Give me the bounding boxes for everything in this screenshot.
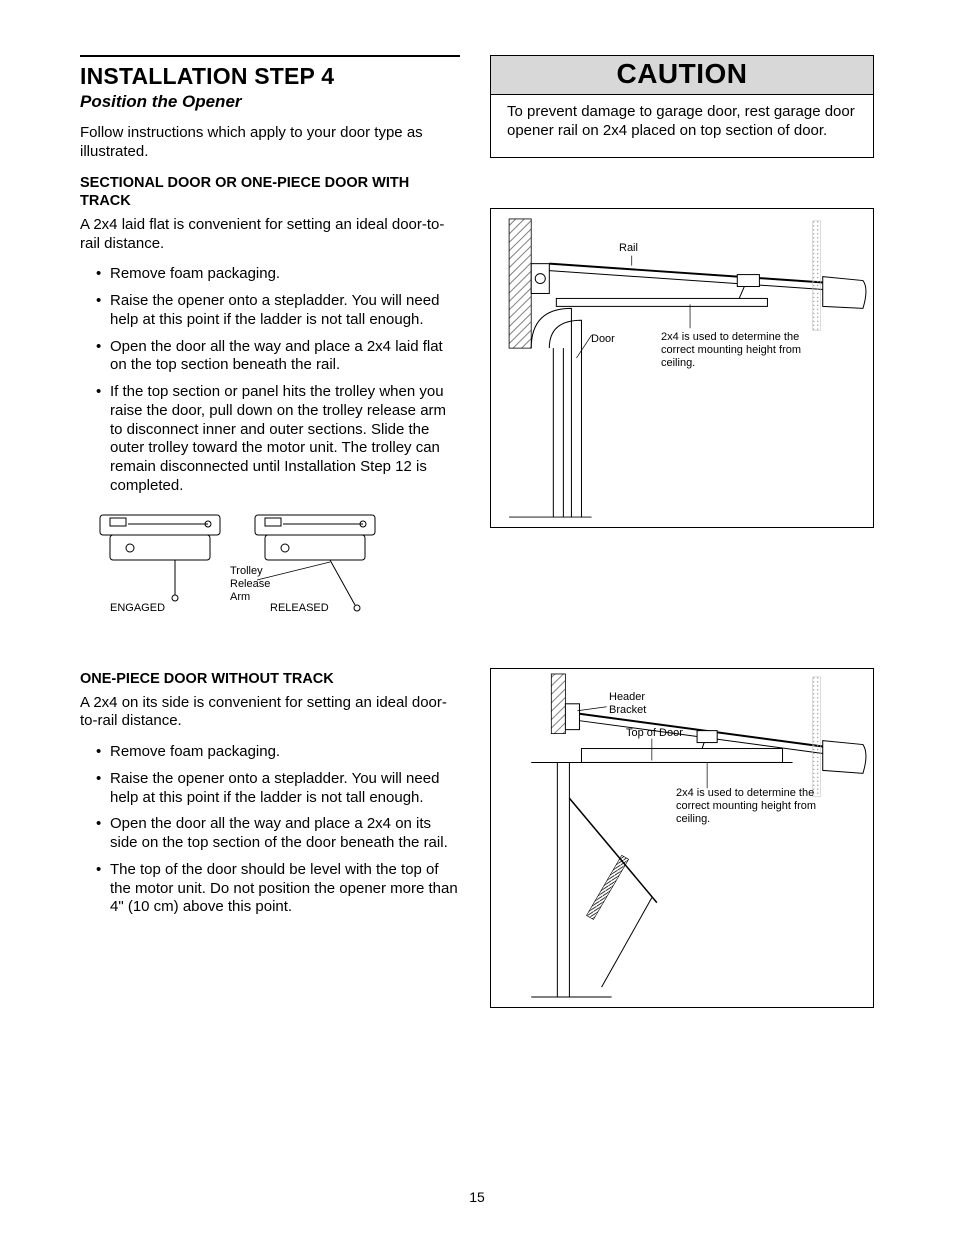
fig2-top-of-door-label: Top of Door (626, 727, 683, 740)
right-column: CAUTION To prevent damage to garage door… (490, 55, 874, 1008)
list-item: Raise the opener onto a stepladder. You … (96, 292, 460, 330)
caution-box: CAUTION To prevent damage to garage door… (490, 55, 874, 158)
step-subheading: Position the Opener (80, 92, 460, 112)
section-b-lead: A 2x4 on its side is convenient for sett… (80, 694, 460, 732)
fig2-note: 2x4 is used to determine the correct mou… (676, 787, 836, 827)
left-column: INSTALLATION STEP 4 Position the Opener … (80, 55, 460, 1008)
fig2-svg (491, 669, 873, 1007)
two-column-layout: INSTALLATION STEP 4 Position the Opener … (80, 55, 874, 1008)
figure-sectional-door: Rail Door 2x4 is used to determine the c… (490, 208, 874, 528)
engaged-label: ENGAGED (110, 602, 165, 615)
figure-one-piece-door: Header Bracket Top of Door 2x4 is used t… (490, 668, 874, 1008)
page-number: 15 (0, 1189, 954, 1205)
list-item: The top of the door should be level with… (96, 861, 460, 917)
trolley-diagram: Trolley Release Arm ENGAGED RELEASED (80, 510, 385, 620)
intro-text: Follow instructions which apply to your … (80, 124, 460, 162)
list-item: Raise the opener onto a stepladder. You … (96, 770, 460, 808)
section-a-list: Remove foam packaging. Raise the opener … (80, 265, 460, 495)
section-b-list: Remove foam packaging. Raise the opener … (80, 743, 460, 917)
page: INSTALLATION STEP 4 Position the Opener … (0, 0, 954, 1008)
list-item: If the top section or panel hits the tro… (96, 383, 460, 496)
section-a-lead: A 2x4 laid flat is convenient for settin… (80, 216, 460, 254)
caution-body: To prevent damage to garage door, rest g… (491, 95, 873, 157)
trolley-arm-label: Trolley Release Arm (230, 565, 290, 605)
list-item: Remove foam packaging. (96, 265, 460, 284)
list-item: Remove foam packaging. (96, 743, 460, 762)
fig1-door-label: Door (591, 333, 615, 346)
section-b-title: ONE-PIECE DOOR WITHOUT TRACK (80, 670, 460, 688)
fig1-note: 2x4 is used to determine the correct mou… (661, 331, 821, 371)
list-item: Open the door all the way and place a 2x… (96, 338, 460, 376)
step-heading: INSTALLATION STEP 4 (80, 63, 460, 90)
fig2-header-bracket-label: Header Bracket (609, 691, 646, 717)
fig1-rail-label: Rail (619, 242, 638, 255)
released-label: RELEASED (270, 602, 329, 615)
caution-word: CAUTION (616, 58, 747, 89)
rule-left (80, 55, 460, 57)
list-item: Open the door all the way and place a 2x… (96, 815, 460, 853)
caution-heading: CAUTION (491, 56, 873, 95)
section-a-title: SECTIONAL DOOR OR ONE-PIECE DOOR WITH TR… (80, 174, 460, 210)
